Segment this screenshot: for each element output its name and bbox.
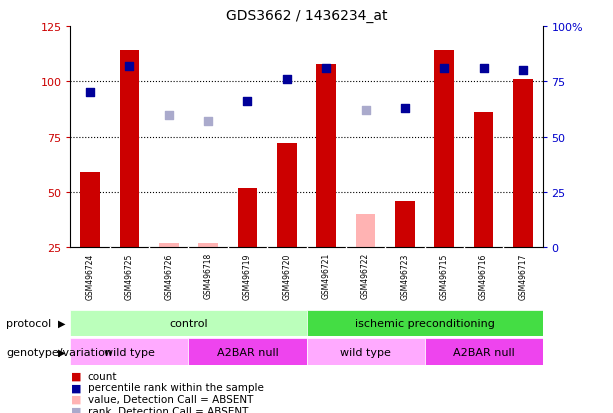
Text: control: control xyxy=(169,318,208,328)
Bar xyxy=(189,339,306,366)
Bar xyxy=(80,173,100,248)
Text: GSM496715: GSM496715 xyxy=(440,253,449,299)
Bar xyxy=(474,113,493,248)
Text: ■: ■ xyxy=(70,382,81,392)
Bar xyxy=(306,310,543,337)
Bar xyxy=(159,243,178,248)
Text: GSM496721: GSM496721 xyxy=(322,253,330,299)
Point xyxy=(518,68,528,74)
Point xyxy=(282,76,292,83)
Bar xyxy=(199,243,218,248)
Text: protocol: protocol xyxy=(6,318,51,328)
Text: rank, Detection Call = ABSENT: rank, Detection Call = ABSENT xyxy=(88,406,248,413)
Text: wild type: wild type xyxy=(340,347,391,357)
Text: A2BAR null: A2BAR null xyxy=(452,347,514,357)
Text: GSM496723: GSM496723 xyxy=(400,253,409,299)
Text: ▶: ▶ xyxy=(58,347,65,357)
Text: GSM496726: GSM496726 xyxy=(164,253,173,299)
Text: value, Detection Call = ABSENT: value, Detection Call = ABSENT xyxy=(88,394,253,404)
Text: count: count xyxy=(88,371,117,381)
Text: GSM496718: GSM496718 xyxy=(204,253,213,299)
Bar xyxy=(70,339,189,366)
Bar xyxy=(120,51,139,248)
Text: ■: ■ xyxy=(70,394,81,404)
Bar xyxy=(277,144,297,248)
Point xyxy=(360,107,370,114)
Point xyxy=(204,119,213,125)
Bar xyxy=(435,51,454,248)
Text: ■: ■ xyxy=(70,371,81,381)
Point xyxy=(321,66,331,72)
Text: genotype/variation: genotype/variation xyxy=(6,347,112,357)
Text: wild type: wild type xyxy=(104,347,155,357)
Point xyxy=(164,112,173,119)
Point xyxy=(124,63,134,70)
Text: GSM496724: GSM496724 xyxy=(86,253,94,299)
Text: A2BAR null: A2BAR null xyxy=(216,347,278,357)
Bar xyxy=(395,202,414,248)
Text: GSM496725: GSM496725 xyxy=(125,253,134,299)
Text: GSM496717: GSM496717 xyxy=(519,253,527,299)
Text: GSM496716: GSM496716 xyxy=(479,253,488,299)
Bar xyxy=(513,80,533,248)
Bar xyxy=(356,215,375,248)
Point xyxy=(440,66,449,72)
Bar xyxy=(316,64,336,248)
Title: GDS3662 / 1436234_at: GDS3662 / 1436234_at xyxy=(226,9,387,23)
Text: GSM496719: GSM496719 xyxy=(243,253,252,299)
Point xyxy=(85,90,95,96)
Text: ■: ■ xyxy=(70,406,81,413)
Bar xyxy=(306,339,424,366)
Text: percentile rank within the sample: percentile rank within the sample xyxy=(88,382,264,392)
Text: GSM496720: GSM496720 xyxy=(283,253,291,299)
Point xyxy=(400,105,409,112)
Text: GSM496722: GSM496722 xyxy=(361,253,370,299)
Bar xyxy=(238,188,257,248)
Text: ischemic preconditioning: ischemic preconditioning xyxy=(354,318,495,328)
Point xyxy=(479,66,489,72)
Bar xyxy=(424,339,543,366)
Bar xyxy=(70,310,306,337)
Text: ▶: ▶ xyxy=(58,318,65,328)
Point xyxy=(243,99,253,105)
